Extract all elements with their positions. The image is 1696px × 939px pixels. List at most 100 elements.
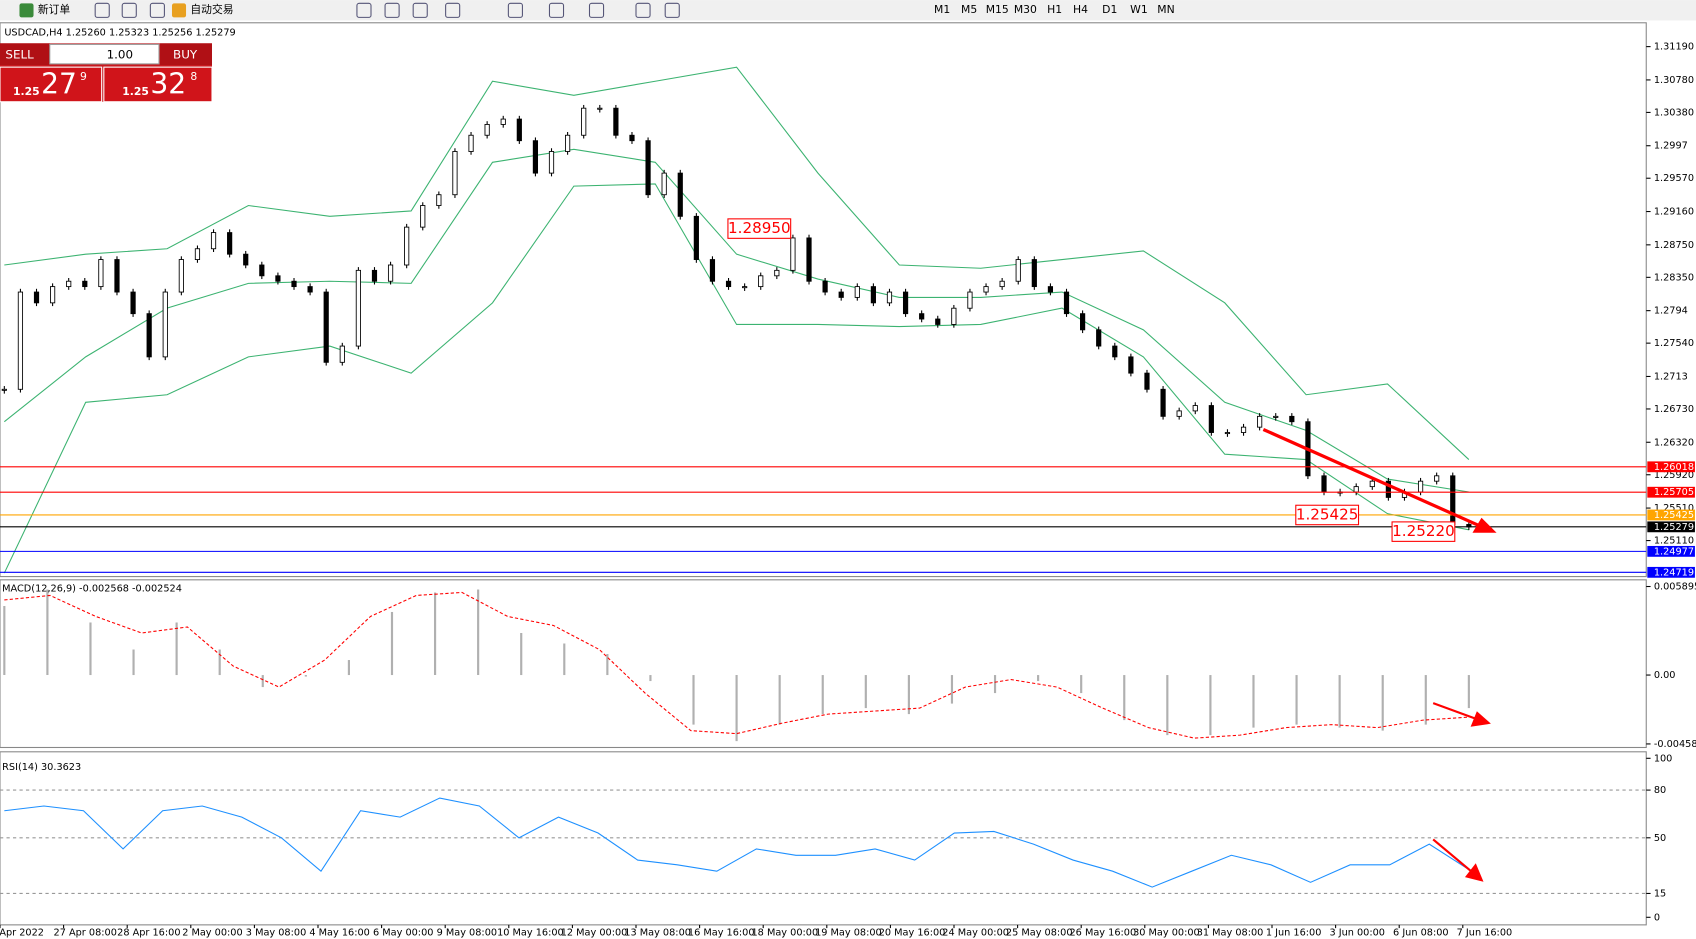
buy-label[interactable]: BUY	[173, 48, 198, 62]
toolbar-icon[interactable]	[121, 2, 137, 18]
buy-frac: 8	[190, 70, 197, 83]
candle	[725, 280, 732, 288]
toolbar-icon[interactable]	[94, 2, 110, 18]
candle	[387, 264, 394, 282]
candle	[677, 172, 683, 217]
chart-window	[0, 20, 1696, 939]
indicator-title: RSI(14) 30.3623	[2, 762, 81, 773]
toolbar-icon[interactable]	[19, 3, 34, 18]
x-tick-label: 1 Jun 16:00	[1266, 927, 1322, 938]
lots-input[interactable]	[49, 43, 160, 65]
toolbar-icon[interactable]	[384, 2, 400, 18]
candle	[1112, 345, 1118, 358]
candle	[1224, 432, 1231, 435]
timeframe-button[interactable]: H4	[1073, 3, 1088, 16]
candle	[323, 291, 329, 363]
toolbar-icon[interactable]	[149, 2, 165, 18]
toolbar-icon[interactable]	[588, 2, 605, 18]
band-middle	[3, 148, 1469, 493]
candle	[1273, 415, 1279, 418]
timeframe-button[interactable]: D1	[1102, 3, 1117, 16]
candle	[565, 134, 571, 152]
candle	[1369, 480, 1375, 488]
candle	[548, 151, 555, 174]
toolbar-icon[interactable]	[664, 2, 680, 18]
candle	[1240, 426, 1247, 433]
x-tick-label: 26 May 16:00	[1070, 927, 1137, 938]
candle	[210, 232, 217, 250]
toolbar-icon[interactable]	[356, 2, 372, 18]
candle	[854, 286, 860, 298]
candle	[822, 280, 828, 293]
candle	[581, 107, 587, 136]
sell-button[interactable]	[0, 43, 50, 65]
candle	[902, 291, 909, 315]
candle	[742, 286, 748, 289]
price-level-tag	[1647, 486, 1695, 498]
candle	[404, 226, 410, 266]
candle	[516, 118, 522, 142]
x-tick-label: 25 May 08:00	[1006, 927, 1073, 938]
sell-label[interactable]: SELL	[5, 48, 34, 62]
buy-button[interactable]	[160, 43, 212, 65]
sell-price-box[interactable]	[0, 66, 103, 103]
candle	[532, 140, 539, 174]
indicator-title: MACD(12,26,9) -0.002568 -0.002524	[2, 583, 182, 594]
toolbar-icon[interactable]	[548, 2, 565, 18]
toolbar-items: 新订单 自动交易 M1 M5 M15 M30 H1 H4 D1 W1 MN	[19, 2, 1175, 18]
main-pane	[0, 22, 1647, 578]
toolbar-icon[interactable]	[412, 2, 428, 18]
x-tick-label: 12 May 00:00	[561, 927, 628, 938]
y-tick-label: 1.29570	[1654, 173, 1694, 184]
lots-value[interactable]: 1.00	[107, 48, 133, 62]
toolbar-icon[interactable]	[445, 2, 461, 18]
sell-pips: 27	[41, 68, 77, 101]
macd-pane	[0, 579, 1647, 749]
toolbar-icon[interactable]	[171, 3, 187, 18]
timeframe-button[interactable]: M30	[1014, 3, 1037, 16]
timeframe-button[interactable]: W1	[1130, 3, 1148, 16]
y-tick-label: 100	[1654, 753, 1673, 764]
candle	[613, 107, 619, 136]
timeframe-button[interactable]: H1	[1047, 3, 1062, 16]
candle	[1096, 329, 1102, 347]
x-tick-label: 30 May 00:00	[1133, 927, 1200, 938]
sell-frac: 9	[80, 70, 87, 83]
timeframe-button[interactable]: M15	[986, 3, 1009, 16]
candle	[162, 291, 168, 358]
toolbar-button[interactable]: 自动交易	[190, 2, 233, 16]
y-tick-label: 1.25920	[1654, 470, 1694, 481]
candle	[1176, 410, 1182, 417]
toolbar-button[interactable]: 新订单	[38, 2, 71, 16]
candle	[275, 275, 281, 282]
price-level-tag	[1647, 521, 1695, 533]
candle	[500, 118, 506, 125]
timeframe-button[interactable]: M5	[961, 3, 977, 16]
timeframe-button[interactable]: MN	[1157, 3, 1174, 16]
y-tick-label: 1.2713	[1654, 371, 1688, 382]
x-tick-label: 6 Jun 08:00	[1393, 927, 1449, 938]
candle	[291, 280, 297, 288]
x-tick-label: 13 May 08:00	[624, 927, 691, 938]
candle	[420, 205, 426, 228]
arrow-head	[1472, 517, 1497, 533]
timeframe-button[interactable]: M1	[934, 3, 950, 16]
candle	[484, 124, 490, 136]
y-tick-label: 1.26730	[1654, 404, 1694, 415]
buy-pips: 32	[150, 68, 186, 101]
x-tick-label: 16 May 16:00	[688, 927, 755, 938]
arrow	[1432, 702, 1478, 721]
candle	[1385, 480, 1391, 498]
candle	[983, 286, 989, 293]
candle	[774, 269, 780, 277]
candle	[259, 264, 265, 277]
buy-big: 1.25	[122, 85, 149, 98]
candle	[951, 307, 957, 325]
band-lower	[3, 183, 1469, 574]
candle	[1257, 415, 1263, 428]
buy-price-box[interactable]	[103, 66, 213, 103]
candle	[66, 280, 72, 288]
toolbar-icon[interactable]	[507, 2, 523, 18]
candle	[1160, 388, 1166, 417]
toolbar-icon[interactable]	[635, 2, 651, 18]
